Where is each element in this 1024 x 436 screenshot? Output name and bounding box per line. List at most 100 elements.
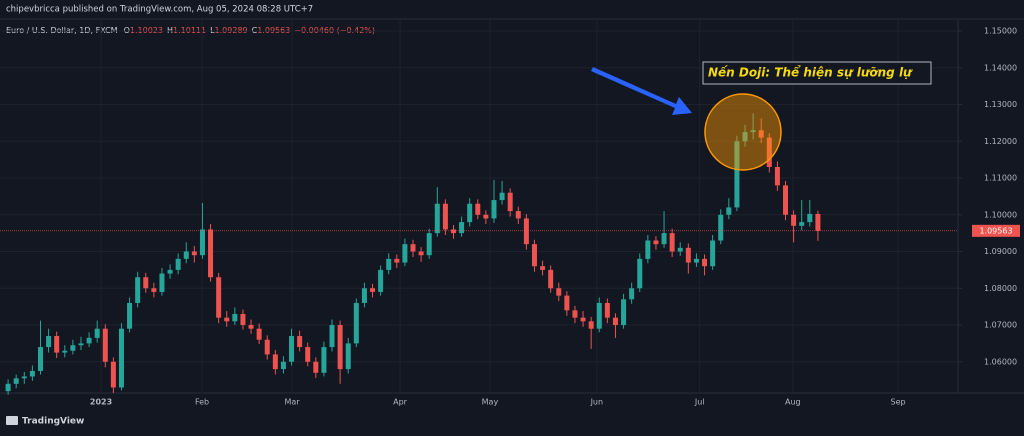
candle-body xyxy=(523,218,529,245)
candle-body xyxy=(135,277,141,303)
candle-body xyxy=(29,370,35,377)
pointer-arrow xyxy=(591,67,692,115)
candle-body xyxy=(199,229,205,256)
x-tick-label: Apr xyxy=(393,398,408,407)
ohlc-label: L xyxy=(210,26,215,35)
candle-body xyxy=(807,213,813,223)
candle-body xyxy=(94,328,100,338)
x-tick-label: Sep xyxy=(891,398,906,407)
candle-body xyxy=(386,258,392,270)
candle-body xyxy=(394,258,400,263)
candle-body xyxy=(637,258,643,289)
candle-body xyxy=(548,269,554,289)
candle-body xyxy=(766,137,772,167)
candle-body xyxy=(799,222,805,226)
candle-body xyxy=(289,336,295,362)
logo-text: TradingView xyxy=(22,417,84,427)
change: −0.00460 (−0.42%) xyxy=(294,26,375,35)
candle-body xyxy=(159,273,165,292)
candle-body xyxy=(232,313,238,322)
candle-body xyxy=(240,313,246,326)
candle-body xyxy=(78,343,84,346)
candle-body xyxy=(329,325,335,348)
candle-body xyxy=(191,251,197,256)
candle-body xyxy=(37,347,43,371)
ohlc-value: 1.09563 xyxy=(257,26,290,35)
candle-body xyxy=(361,288,367,303)
ohlc-label: H xyxy=(167,26,173,35)
ohlc-value: 1.10023 xyxy=(130,26,163,35)
candle-body xyxy=(774,166,780,186)
candle-body xyxy=(718,214,724,241)
candle-body xyxy=(70,345,76,351)
y-tick-label: 1.10000 xyxy=(984,210,1017,219)
y-tick-label: 1.11000 xyxy=(984,174,1017,183)
x-tick-label: Jun xyxy=(590,398,604,407)
candle-body xyxy=(86,337,92,344)
candle-body xyxy=(653,240,659,245)
x-tick-label: Mar xyxy=(284,398,300,407)
candle-body xyxy=(426,233,432,256)
ohlc-label: C xyxy=(252,26,258,35)
symbol-title: Euro / U.S. Dollar, 1D, FXCM xyxy=(6,26,118,35)
candle-body xyxy=(815,213,821,231)
candle-body xyxy=(758,130,764,138)
x-tick-label: May xyxy=(482,398,499,407)
footer-logo: TradingView xyxy=(6,416,84,427)
ohlc-label: O xyxy=(124,26,130,35)
logo-icon xyxy=(6,416,18,425)
candle-body xyxy=(410,244,416,252)
candle-body xyxy=(783,185,789,215)
candle-body xyxy=(669,233,675,252)
candle-body xyxy=(564,295,570,311)
x-tick-label: Jul xyxy=(694,398,705,407)
candle-body xyxy=(596,302,602,329)
candle-body xyxy=(483,214,489,219)
x-tick-label: 2023 xyxy=(90,398,112,407)
candle-body xyxy=(13,378,19,384)
candle-body xyxy=(661,233,667,245)
candle-body xyxy=(353,302,359,344)
annotation-text: Nến Doji: Thể hiện sự lưỡng lự xyxy=(708,65,913,80)
y-tick-label: 1.06000 xyxy=(984,357,1017,366)
last-price-tag xyxy=(972,224,1020,237)
candle-body xyxy=(702,258,708,267)
candle-body xyxy=(280,361,286,370)
candle-body xyxy=(791,214,797,226)
symbol-legend: Euro / U.S. Dollar, 1D, FXCM O1.10023 H1.1… xyxy=(6,26,375,35)
candle-body xyxy=(321,347,327,373)
publisher-line: chipevbricca published on TradingView.co… xyxy=(6,5,313,15)
candle-body xyxy=(118,328,124,388)
candle-body xyxy=(459,222,465,234)
candle-body xyxy=(418,251,424,256)
candle-body xyxy=(345,343,351,370)
candle-body xyxy=(102,328,108,362)
candle-body xyxy=(734,141,740,208)
candle-body xyxy=(604,302,610,318)
candle-body xyxy=(450,229,456,234)
y-tick-label: 1.14000 xyxy=(984,63,1017,72)
annotation-box xyxy=(702,61,932,85)
candle-body xyxy=(264,339,270,355)
y-tick-label: 1.12000 xyxy=(984,137,1017,146)
candle-body xyxy=(167,269,173,274)
candle-body xyxy=(5,383,11,392)
x-tick-label: Feb xyxy=(195,398,209,407)
candle-body xyxy=(297,336,303,348)
candle-body xyxy=(475,203,481,215)
y-tick-label: 1.13000 xyxy=(984,100,1017,109)
candle-body xyxy=(256,328,262,340)
candle-body xyxy=(143,277,149,289)
candle-body xyxy=(337,325,343,370)
candle-body xyxy=(313,361,319,373)
candle-body xyxy=(110,361,116,388)
candle-body xyxy=(151,288,157,292)
candle-body xyxy=(556,288,562,296)
candle-body xyxy=(726,207,732,215)
ohlc-value: 1.10111 xyxy=(173,26,206,35)
candle-body xyxy=(515,211,521,219)
candle-body xyxy=(710,240,716,267)
candle-body xyxy=(629,288,635,300)
ohlc-value: 1.09289 xyxy=(215,26,248,35)
candle-body xyxy=(442,203,448,230)
